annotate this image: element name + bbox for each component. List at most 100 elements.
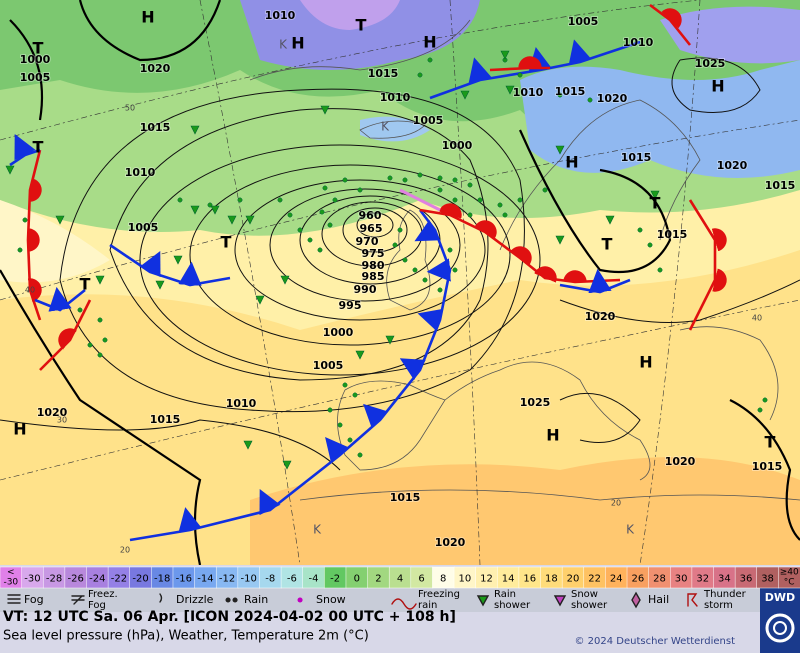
rain-dot [647,242,653,248]
rain-dot [452,177,458,183]
scale-label: -4 [309,574,319,585]
scale-label: ≥40 [780,568,799,578]
scale-label: 26 [631,574,644,585]
scale-label: 30 [675,574,688,585]
rain-dot [452,267,458,273]
pressure-label: 1010 [226,397,257,410]
scale-label: 8 [440,574,446,585]
scale-label: 10 [458,574,471,585]
scale-label: 18 [545,574,558,585]
pressure-label: 1010 [380,91,411,104]
pressure-label: 1025 [520,396,551,409]
shower-symbol [280,275,290,285]
weather-symbols [5,50,768,470]
pressure-label: 1015 [657,228,688,241]
scale-label: -28 [46,574,62,585]
trough-center: T [765,433,776,452]
scale-label: 24 [610,574,623,585]
scale-label: 0 [354,574,360,585]
scale-label: -10 [240,574,256,585]
cold-center: K [313,523,322,537]
legend-label: shower [494,600,531,611]
rain-dot [437,187,443,193]
scale-label: °C [784,578,795,588]
rain-dot [417,172,423,178]
shower-symbol [245,215,255,225]
rain-dot [402,177,408,183]
rain-dot [347,437,353,443]
rain-dot [87,342,93,348]
logo-text: DWD [765,591,795,604]
scale-label: 2 [375,574,381,585]
legend-label: Snow [316,593,346,606]
legend-symbol [631,591,641,609]
pressure-label: 1010 [513,86,544,99]
pressure-label: 1015 [140,121,171,134]
trough-center: T [80,275,91,294]
temperature-label: 20 [611,499,621,508]
scale-cell-above [778,566,800,589]
rain-dot [387,175,393,181]
temperature-label: 40 [752,314,762,323]
scale-label: 20 [567,574,580,585]
high-center: H [565,153,578,172]
rain-dot [327,222,333,228]
pressure-label: 1020 [597,92,628,105]
trough-center: T [221,233,232,252]
pressure-label: 1015 [555,85,586,98]
shower-symbol [555,145,565,155]
legend-label: Rain [244,593,268,606]
legend-label: storm [704,600,733,611]
legend-label: Fog [88,600,106,611]
scale-label: 4 [397,574,403,585]
scale-label: 22 [588,574,601,585]
shower-symbol [255,295,265,305]
rain-dot [342,382,348,388]
shower-symbol [282,460,292,470]
rain-dot [757,407,763,413]
legend-label: shower [571,600,608,611]
pressure-label: 965 [360,222,383,235]
pressure-label: 1005 [20,71,51,84]
scale-label: -14 [197,574,213,585]
scale-label: < [7,568,15,578]
legend-label: Fog [24,593,44,606]
high-center: H [291,34,304,53]
shower-symbol [505,85,515,95]
temperature-label: 50 [125,104,135,113]
legend-label: Freezing [418,589,460,600]
pressure-label: 990 [354,283,377,296]
rain-dot [502,212,508,218]
pressure-label: 975 [362,247,385,260]
rain-dot [587,97,593,103]
pressure-label: 1020 [585,310,616,323]
rain-dot [467,182,473,188]
rain-dot [437,287,443,293]
pressure-label: 1000 [323,326,354,339]
scale-label: -8 [265,574,275,585]
legend-label: Drizzle [176,593,214,606]
rain-dot [22,217,28,223]
legend-symbol [687,593,698,607]
rain-dot [337,422,343,428]
scale-label: 12 [480,574,493,585]
pressure-label: 1015 [368,67,399,80]
rain-dot [437,175,443,181]
shower-symbol [460,90,470,100]
scale-label: -30 [3,578,18,588]
legend-panel: VT: 12 UTC Sa. 06 Apr. [ICON 2024-04-02 … [0,565,800,653]
pressure-label: 1015 [765,179,796,192]
pressure-label: 960 [359,209,382,222]
rain-dot [102,337,108,343]
rain-dot [557,92,563,98]
rain-dot [517,72,523,78]
scale-label: -24 [89,574,105,585]
shower-symbol [650,190,660,200]
scale-label: 36 [740,574,753,585]
rain-dot [447,247,453,253]
shower-symbol [95,275,105,285]
trough-center: T [356,16,367,35]
pressure-label: 1000 [20,53,51,66]
rain-dot [517,197,523,203]
scale-label: -2 [330,574,340,585]
